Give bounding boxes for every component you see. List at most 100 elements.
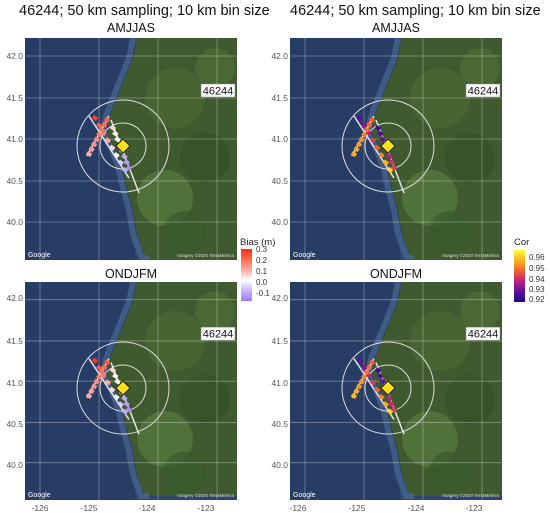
- track-sample-point: [101, 121, 108, 128]
- panel-title-top-right: AMJJAS: [372, 21, 420, 35]
- buoy-marker: [380, 138, 396, 154]
- track-sample-point: [101, 364, 108, 371]
- track-sample-point: [125, 164, 133, 172]
- latitude-tick-label: 42.0: [6, 51, 23, 61]
- latitude-tick-label: 40.0: [271, 217, 288, 227]
- track-sample-point: [103, 359, 111, 366]
- bias-colorbar: [241, 249, 252, 301]
- station-label-box: [465, 326, 501, 341]
- track-sample-point: [377, 130, 384, 137]
- cor-legend-tick: 0.93: [529, 285, 545, 294]
- track-sample-point: [373, 144, 381, 151]
- track-sample-point: [361, 373, 368, 380]
- latitude-tick-label: 41.0: [6, 134, 23, 144]
- track-sample-point: [368, 359, 376, 366]
- panel-title-bottom-right: ONDJFM: [369, 267, 423, 281]
- satellite-track: [353, 115, 395, 179]
- track-sample-point: [104, 379, 112, 386]
- latitude-tick-label: 40.0: [6, 460, 23, 470]
- latitude-tick-label: 41.5: [271, 336, 288, 346]
- track-sample-point: [386, 395, 393, 402]
- track-sample-point: [98, 126, 106, 133]
- map-attribution: Imagery ©2020 TerraMetrics: [177, 252, 235, 258]
- track-sample-point: [358, 136, 365, 143]
- latitude-tick-label: 40.0: [271, 460, 288, 470]
- track-sample-point: [374, 367, 382, 374]
- terrain-shading: [145, 68, 205, 128]
- latitude-tick-label: 41.5: [6, 336, 23, 346]
- track-sample-point: [355, 383, 363, 390]
- track-sample-point: [373, 386, 381, 393]
- map-bottom-right: 46244 Google Imagery ©2020 TerraMetrics: [290, 282, 502, 500]
- google-logo: Google: [293, 252, 316, 259]
- track-sample-point: [123, 159, 130, 166]
- track-sample-point: [350, 150, 358, 158]
- cor-legend-tick: 0.95: [529, 264, 545, 273]
- track-sample-point: [117, 401, 124, 408]
- track-sample-point: [382, 401, 389, 408]
- track-sample-point: [369, 137, 377, 144]
- outer-range-circle: [341, 99, 435, 193]
- track-sample-point: [112, 130, 119, 137]
- buoy-marker: [115, 138, 131, 154]
- cor-legend-title: Cor: [514, 237, 530, 248]
- map-top-right: 46244 Google Imagery ©2020 TerraMetrics: [290, 38, 502, 260]
- map-attribution: Imagery ©2020 TerraMetrics: [177, 492, 235, 498]
- track-sample-point: [374, 124, 382, 132]
- latitude-tick-label: 41.0: [271, 134, 288, 144]
- track-sample-point: [117, 159, 124, 166]
- station-label-text: 46244: [203, 86, 234, 98]
- track-sample-point: [91, 357, 99, 364]
- track-sample-point: [121, 395, 128, 402]
- latitude-tick-label: 40.0: [6, 217, 23, 227]
- bias-legend-tick: -0.1: [256, 289, 270, 298]
- track-sample-point: [112, 372, 119, 380]
- terrain-shading: [428, 211, 472, 255]
- track-sample-point: [85, 150, 93, 158]
- terrain-shading: [460, 48, 500, 88]
- terrain-shading: [410, 310, 470, 371]
- track-sample-point: [353, 388, 360, 395]
- longitude-tick-label: -123: [197, 503, 215, 513]
- station-label: 46244: [200, 326, 236, 341]
- buoy-marker: [380, 380, 396, 396]
- track-sample-point: [366, 121, 373, 128]
- track-sample-point: [361, 131, 368, 138]
- track-sample-point: [96, 373, 103, 380]
- terrain-shading: [410, 68, 470, 128]
- cor-legend-tick: 0.94: [529, 275, 545, 284]
- track-sample-point: [350, 392, 358, 399]
- bias-legend-tick: 0.3: [256, 245, 268, 254]
- latitude-tick-label: 42.0: [6, 293, 23, 303]
- station-label: 46244: [465, 83, 501, 98]
- satellite-track: [88, 358, 130, 420]
- track-sample-point: [90, 141, 98, 148]
- latitude-tick-label: 40.5: [271, 419, 288, 429]
- map-bottom-left: 46244 Google Imagery ©2020 TerraMetrics: [25, 282, 237, 500]
- track-sample-point: [386, 166, 394, 174]
- track-sample-point: [114, 378, 121, 385]
- track-sample-point: [355, 141, 363, 148]
- satellite-track: [353, 358, 395, 420]
- terrain-shading: [145, 310, 205, 371]
- longitude-tick-label: -125: [348, 503, 366, 513]
- map-attribution: Imagery ©2020 TerraMetrics: [442, 252, 500, 258]
- track-sample-point: [93, 378, 100, 385]
- bias-legend-tick: 0.2: [256, 256, 268, 265]
- cor-legend-tick: 0.96: [529, 253, 545, 262]
- cor-legend-tick: 0.92: [529, 295, 545, 304]
- outer-range-circle: [76, 341, 170, 435]
- track-sample-point: [121, 408, 129, 415]
- track-sample-point: [109, 367, 117, 374]
- track-sample-point: [378, 393, 385, 401]
- station-label-text: 46244: [468, 86, 499, 98]
- track-sample-point: [88, 388, 95, 395]
- terrain-shading: [180, 374, 230, 425]
- track-sample-point: [123, 400, 130, 408]
- longitude-tick-label: -126: [289, 503, 307, 513]
- track-sample-point: [363, 368, 371, 376]
- terrain-shading: [163, 211, 207, 255]
- track-sample-point: [386, 153, 393, 160]
- terrain-shading: [428, 451, 472, 496]
- outer-range-circle: [76, 99, 170, 193]
